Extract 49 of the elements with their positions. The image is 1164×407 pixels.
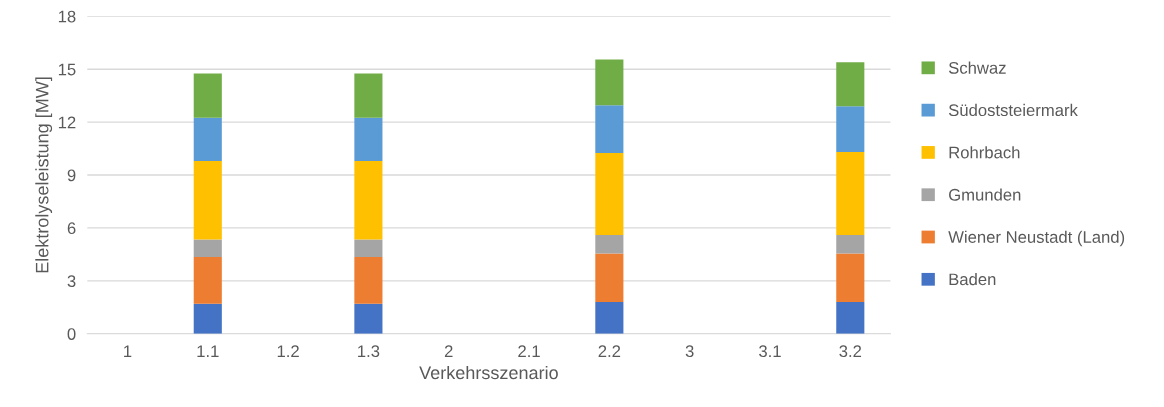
x-tick-label: 3 xyxy=(685,345,694,358)
bar xyxy=(595,59,624,106)
y-tick-label: 0 xyxy=(67,328,76,340)
bar xyxy=(595,301,624,334)
y-tick-label: 3 xyxy=(67,275,76,288)
bar xyxy=(836,106,865,153)
bar xyxy=(354,117,383,161)
bar xyxy=(354,239,383,258)
bar xyxy=(193,303,222,334)
bar xyxy=(354,73,383,118)
legend-label: Wiener Neustadt (Land) xyxy=(948,230,1125,247)
y-tick-label: 15 xyxy=(58,63,76,76)
legend-label: Südoststeiermark xyxy=(948,103,1078,117)
bar xyxy=(193,73,222,118)
y-tick-label: 6 xyxy=(67,222,76,235)
y-axis-title: Elektrolyseleistung [MW] xyxy=(35,77,53,273)
bar xyxy=(193,117,222,161)
bar xyxy=(836,234,865,254)
bar xyxy=(595,234,624,254)
y-tick-label: 18 xyxy=(58,10,76,23)
x-tick-label: 2.2 xyxy=(598,345,621,357)
bar xyxy=(193,160,222,240)
bar xyxy=(354,257,383,304)
legend-label: Rohrbach xyxy=(949,146,1020,159)
x-axis-title: Verkehrsszenario xyxy=(419,365,558,380)
bar xyxy=(836,62,865,107)
bar xyxy=(354,160,383,240)
legend-label: Gmunden xyxy=(949,188,1021,201)
bar xyxy=(193,257,222,304)
x-tick-label: 2 xyxy=(444,345,453,357)
x-tick-label: 3.1 xyxy=(759,345,781,358)
x-tick-label: 1.2 xyxy=(277,345,299,357)
bar xyxy=(595,152,624,235)
bar xyxy=(595,253,624,302)
bar xyxy=(595,105,624,153)
x-tick-label: 2.1 xyxy=(518,345,540,357)
bar xyxy=(354,303,383,334)
y-tick-label: 12 xyxy=(58,116,76,129)
x-tick-label: 1.1 xyxy=(197,345,219,357)
bar xyxy=(836,152,865,235)
bar xyxy=(836,253,865,302)
bar xyxy=(193,239,222,258)
legend-label: Schwaz xyxy=(948,61,1006,74)
bar xyxy=(836,301,865,334)
x-tick-label: 3.2 xyxy=(839,345,862,358)
x-tick-label: 1 xyxy=(124,345,132,357)
legend-label: Baden xyxy=(949,273,996,286)
x-tick-label: 1.3 xyxy=(358,345,380,358)
y-tick-label: 9 xyxy=(67,169,76,182)
